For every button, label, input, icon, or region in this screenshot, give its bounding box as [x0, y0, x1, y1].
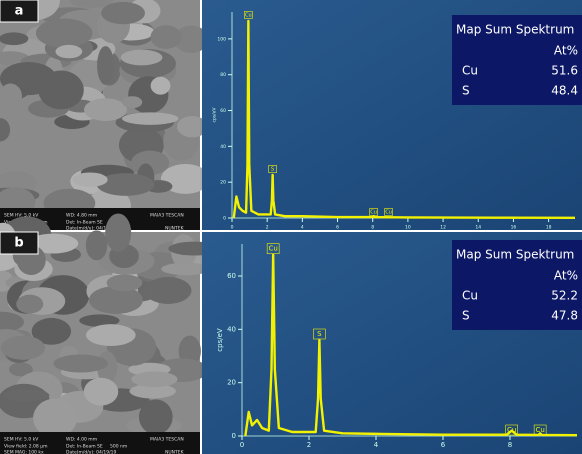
x-tick-label: 0 — [231, 225, 234, 231]
peak-label: Cu — [535, 426, 544, 434]
table-value: 52.2 — [551, 289, 578, 303]
table-value: 48.4 — [551, 84, 578, 98]
y-tick-label: 20 — [227, 379, 236, 387]
grain — [0, 83, 22, 109]
grain — [121, 50, 163, 66]
grain — [139, 399, 173, 434]
sem-info-text: Det: In-Beam SE — [66, 220, 103, 226]
sem-info-text: WD: 4.00 mm — [66, 437, 97, 443]
grain — [56, 45, 83, 58]
figure: SEM HV: 5.0 kV WD: 4.80 mm MAIA3 TESCAN Vie… — [0, 0, 582, 454]
y-tick-label: 60 — [220, 108, 226, 114]
grain — [97, 46, 114, 85]
sem-info-text: WD: 4.80 mm — [66, 213, 97, 219]
y-tick-label: 0 — [223, 216, 226, 222]
y-tick-label: 40 — [227, 325, 236, 333]
x-tick-label: 2 — [266, 225, 269, 231]
sem-info-text: 500 nm — [110, 444, 127, 450]
grain — [72, 172, 107, 186]
grain — [38, 71, 84, 110]
x-tick-label: 18 — [546, 225, 552, 231]
sem-info-text: MAIA3 TESCAN — [150, 437, 184, 443]
peak-label: Cu — [268, 245, 277, 253]
x-tick-label: 8 — [371, 225, 374, 231]
x-tick-label: 16 — [511, 225, 517, 231]
grain — [54, 354, 108, 372]
peak-label: S — [271, 167, 274, 173]
sem-info-text: View field: 2.08 μm — [4, 444, 47, 450]
y-tick-label: 100 — [217, 36, 226, 42]
sem-info-text: MAIA3 TESCAN — [150, 213, 184, 219]
x-tick-label: 2 — [307, 441, 311, 449]
grain — [101, 2, 145, 24]
table-title: Map Sum Spektrum — [456, 23, 574, 37]
grain — [84, 378, 118, 406]
x-tick-label: 10 — [405, 225, 411, 231]
y-tick-label: 0 — [232, 432, 236, 440]
x-tick-label: 4 — [301, 225, 304, 231]
y-axis-label: cps/eV — [216, 328, 224, 352]
sem-info-text: NUNTEK — [165, 226, 185, 232]
x-tick-label: 6 — [441, 441, 446, 449]
y-tick-label: 40 — [220, 144, 226, 150]
y-tick-label: 60 — [227, 272, 236, 280]
table-title: Map Sum Spektrum — [456, 248, 574, 262]
grain — [1, 336, 45, 360]
panel-label: b — [14, 236, 23, 251]
peak-label: Cu — [370, 210, 377, 216]
grain — [131, 371, 177, 387]
grain — [144, 277, 191, 304]
table-header: At% — [554, 44, 578, 58]
y-tick-label: 80 — [220, 72, 226, 78]
grain — [107, 274, 143, 291]
table-header: At% — [554, 269, 578, 283]
sem-info-text: NUNTEK — [165, 450, 185, 454]
x-tick-label: 6 — [336, 225, 339, 231]
grain — [151, 77, 171, 95]
table-element: Cu — [462, 64, 478, 78]
sem-info-text: SEM MAG: 100 kx — [4, 450, 44, 454]
x-tick-label: 14 — [475, 225, 481, 231]
peak-label: S — [317, 330, 322, 338]
x-tick-label: 8 — [508, 441, 512, 449]
grain — [4, 389, 49, 401]
x-tick-label: 0 — [240, 441, 244, 449]
grain — [122, 112, 178, 125]
table-element: Cu — [462, 289, 478, 303]
sem-info-text: Date(m/d/y): 04/19/19 — [66, 450, 116, 454]
table-element: S — [462, 309, 470, 323]
table-element: S — [462, 84, 470, 98]
y-tick-label: 20 — [220, 180, 226, 186]
y-axis-label: cps/eV — [212, 107, 218, 123]
peak-label: Cu — [507, 426, 516, 434]
peak-label: Cu — [245, 12, 252, 18]
table-value: 47.8 — [551, 309, 578, 323]
table-value: 51.6 — [551, 64, 578, 78]
grain — [86, 324, 136, 346]
grain — [150, 25, 181, 49]
sem-info-text: SEM HV: 5.0 kV — [4, 437, 39, 443]
grain — [122, 96, 142, 108]
sem-info-text: Det: In-Beam SE — [66, 444, 103, 450]
x-tick-label: 12 — [440, 225, 446, 231]
panel-label: a — [15, 4, 24, 19]
grain — [16, 295, 43, 314]
grain — [33, 399, 77, 438]
grain — [0, 32, 28, 45]
grain — [105, 213, 131, 251]
grain — [86, 230, 107, 260]
grain — [84, 98, 127, 121]
grain — [36, 18, 92, 47]
peak-label: Cu — [385, 210, 392, 216]
x-tick-label: 4 — [374, 441, 379, 449]
